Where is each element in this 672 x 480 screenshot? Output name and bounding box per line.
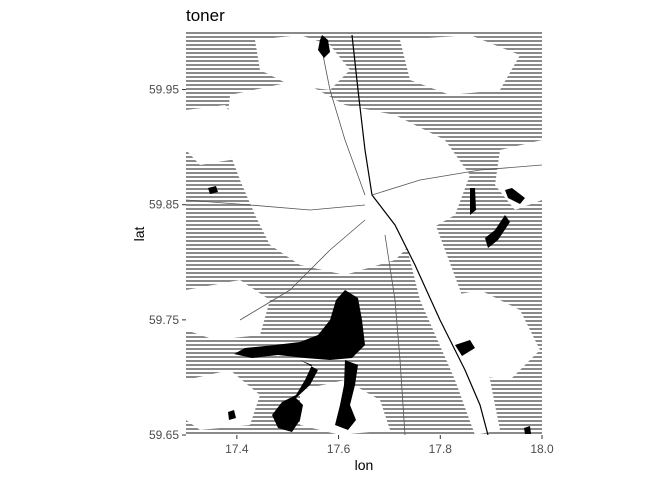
x-tick-label: 18.0 xyxy=(530,442,554,456)
x-tick-label: 17.6 xyxy=(327,442,351,456)
main-road-north-south xyxy=(351,34,489,435)
water xyxy=(208,35,531,434)
open-area-southwest xyxy=(186,280,270,340)
lake-malaren-south-arm xyxy=(335,360,358,430)
y-axis: 59.65 59.75 59.85 59.95 xyxy=(149,83,186,442)
lake-west-pond xyxy=(208,186,218,194)
road-east xyxy=(371,164,542,196)
lake-malaren-west-arm xyxy=(272,360,318,432)
road-southwest xyxy=(239,219,366,321)
lake-east-small xyxy=(470,188,476,215)
lake-southwest-pond xyxy=(228,410,236,420)
lake-malaren-north xyxy=(234,290,365,360)
lake-east-south xyxy=(455,340,475,356)
map-panel xyxy=(186,32,542,435)
lake-north-top xyxy=(318,35,330,58)
y-tick-label: 59.65 xyxy=(149,428,179,442)
x-tick-label: 17.8 xyxy=(429,442,453,456)
x-tick-label: 17.4 xyxy=(225,442,249,456)
y-tick-label: 59.75 xyxy=(149,313,179,327)
y-tick-label: 59.95 xyxy=(149,83,179,97)
y-tick-label: 59.85 xyxy=(149,198,179,212)
open-area-west xyxy=(186,105,245,165)
open-area-road-corridor xyxy=(395,200,500,435)
lake-east-strip xyxy=(485,215,510,248)
open-area-south-left xyxy=(186,370,260,430)
lake-southeast-pond xyxy=(524,426,531,434)
lake-east-inlet xyxy=(505,188,525,204)
roads xyxy=(186,34,542,435)
road-west xyxy=(186,199,366,211)
plot-title: toner xyxy=(186,6,225,25)
urban-areas xyxy=(186,35,542,435)
x-axis: 17.4 17.6 17.8 18.0 xyxy=(225,435,554,456)
y-axis-title: lat xyxy=(131,227,147,242)
road-south xyxy=(384,234,406,435)
x-axis-title: lon xyxy=(355,457,374,473)
open-area-northeast xyxy=(400,35,520,95)
road-northwest xyxy=(319,39,366,196)
